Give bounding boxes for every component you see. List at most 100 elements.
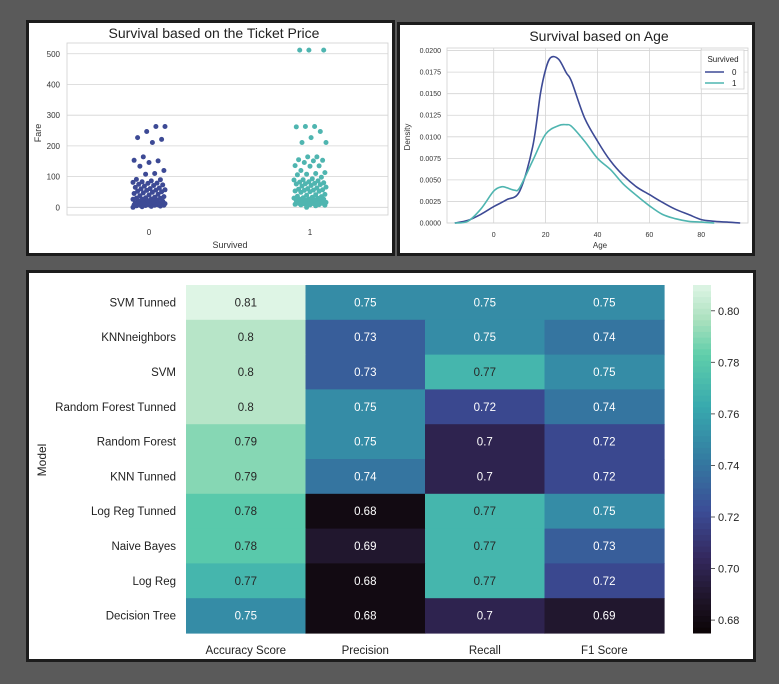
fare-point-survived-1 — [320, 187, 326, 193]
fare-point-survived-1 — [300, 195, 306, 201]
fare-point-survived-0 — [130, 179, 136, 185]
heatmap-cell-value: 0.74 — [593, 402, 616, 414]
colorbar-segment — [693, 418, 711, 425]
heatmap-cell-value: 0.72 — [593, 576, 615, 588]
fare-point-survived-1 — [301, 160, 307, 165]
heatmap-cell-value: 0.7 — [477, 471, 493, 483]
heatmap-cell — [305, 493, 426, 530]
fare-point-survived-1 — [317, 129, 323, 134]
fare-point-survived-0 — [143, 195, 149, 201]
fare-point-survived-0 — [148, 178, 154, 184]
heatmap-column-label: Accuracy Score — [206, 645, 287, 657]
heatmap-cell — [305, 319, 426, 356]
colorbar-segment — [693, 447, 711, 454]
fare-point-survived-0 — [159, 136, 165, 142]
heatmap-column-label: Precision — [342, 645, 389, 657]
heatmap-cell — [544, 493, 665, 530]
fare-point-survived-1 — [318, 174, 324, 180]
fare-point-survived-0 — [146, 192, 152, 198]
fare-point-survived-1 — [306, 179, 312, 185]
fare-point-survived-1 — [293, 124, 299, 130]
heatmap-cell — [544, 424, 665, 460]
heatmap-row-label: SVM — [151, 367, 176, 379]
heatmap-cell-value: 0.77 — [474, 506, 496, 518]
colorbar-segment — [693, 412, 711, 419]
fare-point-survived-1 — [315, 178, 321, 184]
fare-point-survived-1 — [309, 176, 315, 182]
colorbar-segment — [693, 343, 711, 350]
heatmap-cell — [544, 563, 665, 599]
heatmap-cell-value: 0.72 — [474, 402, 496, 414]
heatmap-row-label: Random Forest — [97, 437, 177, 449]
fare-point-survived-0 — [152, 171, 158, 176]
heatmap-cell — [186, 285, 307, 321]
heatmap-cell — [305, 389, 426, 425]
colorbar-segment — [693, 563, 711, 570]
fare-point-survived-1 — [296, 157, 302, 163]
colorbar-segment — [693, 528, 711, 535]
age-kde-line-survived-0 — [454, 55, 741, 224]
fare-point-survived-0 — [133, 176, 139, 182]
heatmap-cell — [425, 354, 546, 390]
fare-plot-title: Survival based on the Ticket Price — [109, 25, 320, 41]
fare-point-survived-0 — [157, 177, 163, 183]
heatmap-cell — [305, 598, 426, 634]
colorbar-segment — [693, 551, 711, 559]
colorbar-segment — [693, 522, 711, 530]
heatmap-cell — [186, 354, 307, 390]
colorbar-segment — [693, 383, 711, 390]
heatmap-cell-value: 0.79 — [235, 471, 257, 483]
heatmap-cell-value: 0.68 — [354, 576, 376, 588]
heatmap-cell-value: 0.78 — [235, 506, 257, 518]
fare-y-tick-label: 500 — [47, 50, 61, 59]
heatmap-cell — [544, 354, 665, 390]
model-metrics-heatmap: Model SVM Tunned 0.81 0.75 0.75 0.75 KNNneigh… — [35, 285, 739, 657]
colorbar-segment — [693, 517, 711, 524]
colorbar-segment — [693, 360, 711, 367]
colorbar-segment — [693, 476, 711, 483]
fare-point-survived-0 — [153, 124, 159, 129]
colorbar-segment — [693, 285, 711, 292]
heatmap-cell-value: 0.75 — [474, 332, 496, 344]
heatmap-row-label: Log Reg — [133, 576, 176, 588]
fare-strip-plot: Survival based on the Ticket Price Fare … — [33, 25, 389, 250]
fare-point-survived-0 — [147, 186, 153, 192]
age-y-tick-label: 0.0050 — [420, 177, 442, 184]
heatmap-cell-value: 0.78 — [235, 541, 257, 553]
age-legend-title: Survived — [707, 55, 738, 64]
colorbar-segment — [693, 575, 711, 582]
heatmap-cell-value: 0.7 — [477, 611, 493, 623]
colorbar-segment — [693, 441, 711, 448]
colorbar-segment — [693, 354, 711, 361]
heatmap-cell-value: 0.77 — [474, 541, 496, 553]
colorbar-segment — [693, 395, 711, 402]
age-x-tick-label: 60 — [645, 232, 653, 239]
heatmap-cell — [186, 389, 307, 425]
colorbar-tick-label: 0.68 — [718, 615, 739, 627]
heatmap-cell — [305, 459, 426, 495]
age-y-tick-label: 0.0025 — [420, 199, 442, 206]
model-metrics-heatmap-panel: Model SVM Tunned 0.81 0.75 0.75 0.75 KNNneigh… — [26, 270, 756, 662]
fare-plot-area — [66, 42, 389, 216]
fare-point-survived-0 — [135, 135, 141, 141]
fare-point-survived-0 — [132, 184, 138, 190]
heatmap-cell — [186, 493, 307, 530]
colorbar-segment — [693, 401, 711, 408]
heatmap-cell-value: 0.8 — [238, 367, 254, 379]
heatmap-cell — [425, 424, 546, 460]
heatmap-cell — [186, 319, 307, 356]
colorbar-segment — [693, 430, 711, 437]
fare-point-survived-1 — [304, 192, 310, 198]
colorbar-segment — [693, 540, 711, 547]
age-x-tick-label: 20 — [542, 232, 550, 239]
fare-point-survived-1 — [313, 192, 319, 198]
fare-x-axis-label: Survived — [212, 240, 247, 250]
colorbar-tick-label: 0.72 — [718, 512, 739, 524]
fare-point-survived-0 — [141, 183, 147, 189]
heatmap-cell — [544, 285, 665, 321]
fare-point-survived-1 — [316, 163, 322, 169]
colorbar-tick-label: 0.76 — [718, 409, 739, 421]
heatmap-cell — [186, 528, 307, 564]
fare-point-survived-1 — [299, 140, 305, 145]
colorbar-segment — [693, 505, 711, 512]
